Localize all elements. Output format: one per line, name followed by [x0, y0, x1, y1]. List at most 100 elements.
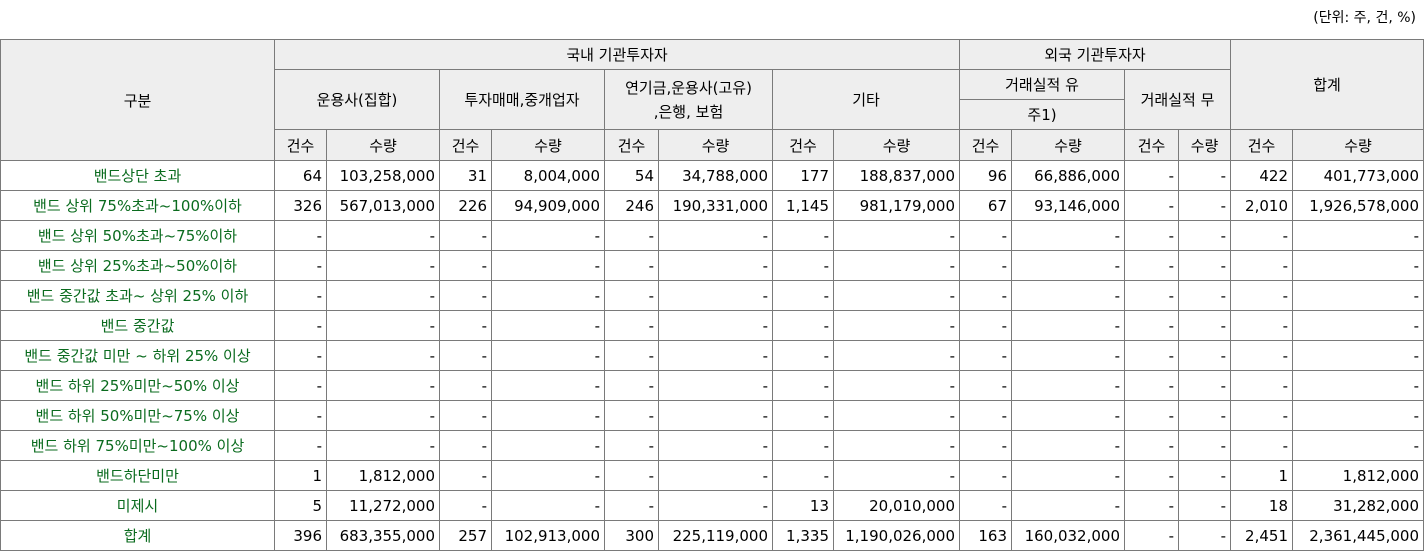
count-cell: 177 — [772, 160, 834, 191]
quantity-cell: 160,032,000 — [1011, 520, 1125, 551]
quantity-cell: 31,282,000 — [1291, 490, 1424, 521]
count-cell: 18 — [1230, 490, 1293, 521]
count-cell: - — [274, 370, 327, 401]
count-cell: - — [772, 310, 834, 341]
count-header: 건수 — [772, 129, 834, 161]
quantity-cell: - — [326, 280, 440, 311]
quantity-cell: - — [1178, 190, 1231, 221]
count-cell: - — [604, 250, 659, 281]
quantity-cell: - — [1291, 220, 1424, 251]
count-header: 건수 — [274, 129, 327, 161]
quantity-cell: - — [1178, 520, 1231, 551]
quantity-cell: - — [1178, 250, 1231, 281]
quantity-cell: 683,355,000 — [326, 520, 440, 551]
quantity-cell: - — [491, 220, 605, 251]
quantity-cell: - — [1011, 370, 1125, 401]
quantity-cell: - — [658, 400, 773, 431]
count-cell: - — [1230, 430, 1293, 461]
quantity-cell: - — [326, 370, 440, 401]
quantity-cell: - — [326, 430, 440, 461]
count-cell: - — [1124, 310, 1179, 341]
count-header: 건수 — [1124, 129, 1179, 161]
quantity-cell: - — [833, 310, 960, 341]
row-label: 밴드 상위 50%초과~75%이하 — [0, 220, 275, 251]
quantity-cell: 225,119,000 — [658, 520, 773, 551]
row-label: 밴드 중간값 — [0, 310, 275, 341]
count-header: 건수 — [959, 129, 1012, 161]
count-cell: - — [1124, 460, 1179, 491]
quantity-cell: - — [491, 310, 605, 341]
count-cell: - — [772, 340, 834, 371]
count-cell: 1,335 — [772, 520, 834, 551]
count-cell: 1,145 — [772, 190, 834, 221]
table-row: 밴드 중간값 - - - - - - - - - - - - - - — [0, 310, 1424, 341]
quantity-cell: - — [491, 280, 605, 311]
quantity-cell: - — [658, 220, 773, 251]
count-cell: - — [274, 400, 327, 431]
count-cell: - — [604, 400, 659, 431]
count-cell: 226 — [439, 190, 492, 221]
count-cell: - — [959, 370, 1012, 401]
count-cell: - — [959, 490, 1012, 521]
quantity-cell: - — [491, 490, 605, 521]
quantity-cell: - — [658, 430, 773, 461]
count-cell: - — [959, 220, 1012, 251]
table-row: 밴드하단미만 1 1,812,000- - - - - - - - - -1 1,812,000 — [0, 460, 1424, 491]
row-label: 밴드 상위 75%초과~100%이하 — [0, 190, 275, 221]
quantity-cell: 8,004,000 — [491, 160, 605, 191]
quantity-cell: - — [658, 460, 773, 491]
quantity-cell: - — [1178, 460, 1231, 491]
quantity-cell: - — [833, 460, 960, 491]
count-cell: 396 — [274, 520, 327, 551]
count-cell: - — [274, 340, 327, 371]
count-cell: - — [439, 280, 492, 311]
count-cell: 300 — [604, 520, 659, 551]
other-header: 기타 — [772, 69, 960, 130]
count-cell: 54 — [604, 160, 659, 191]
count-cell: 246 — [604, 190, 659, 221]
count-cell: 257 — [439, 520, 492, 551]
count-cell: - — [959, 430, 1012, 461]
foreign-without-record-header: 거래실적 무 — [1124, 69, 1231, 130]
quantity-cell: - — [1011, 280, 1125, 311]
quantity-cell: - — [326, 340, 440, 371]
pension-header-line2: ,은행, 보험 — [653, 102, 724, 121]
quantity-cell: - — [1178, 280, 1231, 311]
count-cell: - — [959, 250, 1012, 281]
count-cell: - — [1124, 280, 1179, 311]
quantity-cell: - — [1291, 400, 1424, 431]
count-cell: - — [772, 460, 834, 491]
quantity-cell: 94,909,000 — [491, 190, 605, 221]
count-cell: 64 — [274, 160, 327, 191]
count-header: 건수 — [604, 129, 659, 161]
quantity-cell: 103,258,000 — [326, 160, 440, 191]
quantity-cell: - — [1291, 280, 1424, 311]
quantity-header: 수량 — [1291, 129, 1424, 161]
table-row: 밴드 상위 25%초과~50%이하 - - - - - - - - - - - - - - — [0, 250, 1424, 281]
count-cell: - — [1230, 250, 1293, 281]
brokerage-header: 투자매매,중개업자 — [439, 69, 605, 130]
count-cell: - — [274, 250, 327, 281]
quantity-cell: 102,913,000 — [491, 520, 605, 551]
count-cell: 2,451 — [1230, 520, 1293, 551]
count-cell: - — [1230, 370, 1293, 401]
count-cell: - — [959, 280, 1012, 311]
row-label: 밴드 하위 50%미만~75% 이상 — [0, 400, 275, 431]
count-header: 건수 — [1230, 129, 1293, 161]
count-cell: - — [772, 250, 834, 281]
count-cell: - — [439, 310, 492, 341]
domestic-institutions-header: 국내 기관투자자 — [274, 39, 960, 70]
count-cell: - — [439, 490, 492, 521]
table-row: 밴드 하위 75%미만~100% 이상 - - - - - - - - - - - - - - — [0, 430, 1424, 461]
row-label: 밴드상단 초과 — [0, 160, 275, 191]
count-cell: - — [772, 220, 834, 251]
quantity-cell: - — [833, 250, 960, 281]
count-cell: - — [772, 400, 834, 431]
count-cell: - — [1124, 430, 1179, 461]
count-cell: - — [1124, 520, 1179, 551]
count-cell: 13 — [772, 490, 834, 521]
quantity-cell: 567,013,000 — [326, 190, 440, 221]
count-cell: - — [1124, 340, 1179, 371]
count-cell: 5 — [274, 490, 327, 521]
quantity-cell: 11,272,000 — [326, 490, 440, 521]
